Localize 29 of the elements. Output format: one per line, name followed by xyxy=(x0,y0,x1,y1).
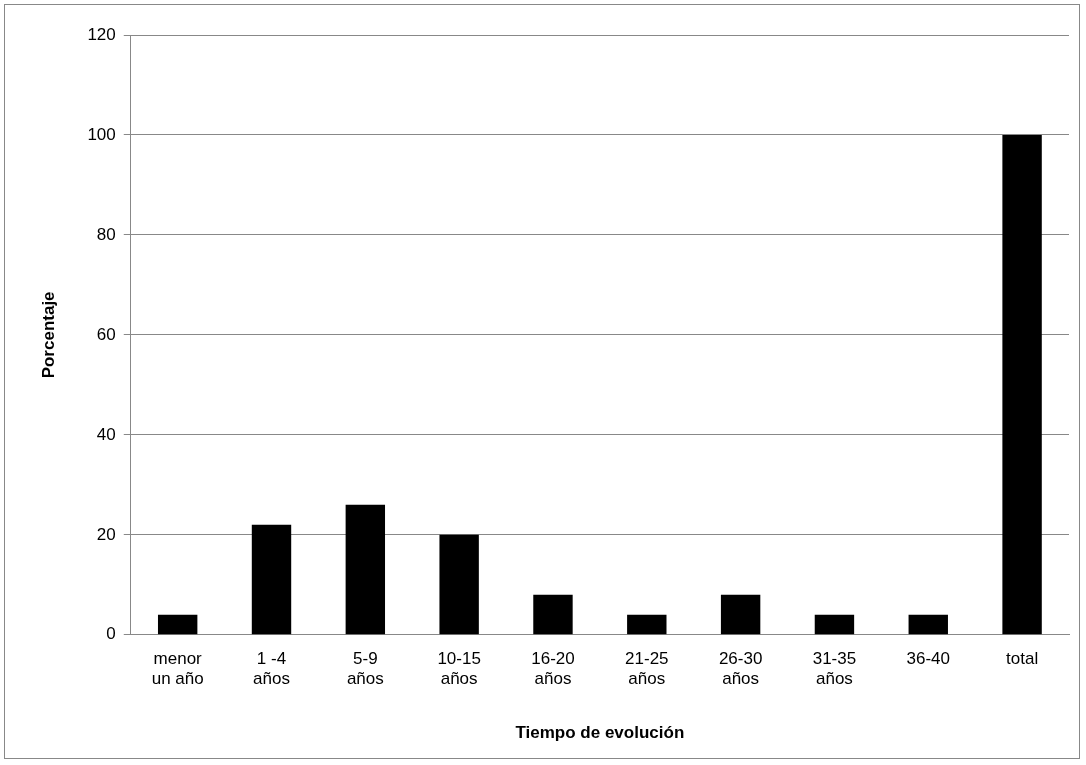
bar xyxy=(439,534,479,635)
x-tick-label: total xyxy=(1006,648,1039,668)
x-axis-title: Tiempo de evolución xyxy=(515,723,685,743)
x-tick-label: 31-35 años xyxy=(812,648,857,689)
x-tick-label: 10-15 años xyxy=(437,648,481,689)
bar xyxy=(251,524,292,635)
bar xyxy=(157,614,198,635)
x-tick-label: menor un año xyxy=(151,648,204,689)
bar xyxy=(814,614,855,635)
y-tick-label: 40 xyxy=(96,424,116,444)
x-tick-label: 1 -4 años xyxy=(253,648,290,689)
y-tick-label: 60 xyxy=(96,324,116,344)
bar xyxy=(627,614,667,635)
y-tick-label: 120 xyxy=(87,24,116,44)
x-tick-label: 5-9 años xyxy=(346,648,384,689)
bar xyxy=(533,594,573,635)
y-axis-title: Porcentaje xyxy=(38,291,58,379)
x-tick-label: 16-20 años xyxy=(531,648,575,689)
y-tick-label: 80 xyxy=(96,224,116,244)
y-tick-label: 0 xyxy=(106,624,116,644)
x-tick-label: 21-25 años xyxy=(625,648,669,689)
x-tick-label: 26-30 años xyxy=(718,648,763,689)
bar xyxy=(1002,134,1042,635)
y-tick-label: 20 xyxy=(96,524,116,544)
bar xyxy=(720,594,761,635)
x-tick-label: 36-40 xyxy=(906,648,951,668)
y-tick-label: 100 xyxy=(87,124,116,144)
bar xyxy=(908,614,948,635)
bar xyxy=(345,504,386,635)
